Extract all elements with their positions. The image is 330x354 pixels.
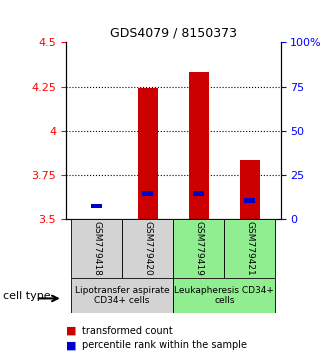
Text: Lipotransfer aspirate
CD34+ cells: Lipotransfer aspirate CD34+ cells [75, 286, 170, 305]
Bar [188, 72, 209, 219]
Bar [173, 219, 224, 278]
Bar [71, 278, 173, 313]
Text: Leukapheresis CD34+
cells: Leukapheresis CD34+ cells [174, 286, 274, 305]
Bar [71, 219, 122, 278]
Text: GSM779418: GSM779418 [92, 221, 101, 276]
Bar [173, 278, 276, 313]
Text: GSM779420: GSM779420 [143, 221, 152, 276]
Title: GDS4079 / 8150373: GDS4079 / 8150373 [110, 27, 237, 40]
Bar [193, 191, 204, 196]
Bar [138, 88, 158, 219]
Bar [244, 198, 255, 202]
Text: transformed count: transformed count [82, 326, 173, 336]
Text: percentile rank within the sample: percentile rank within the sample [82, 340, 248, 350]
Bar [224, 219, 276, 278]
Bar [122, 219, 173, 278]
Bar [142, 191, 153, 196]
Text: ■: ■ [66, 340, 77, 350]
Text: GSM779419: GSM779419 [194, 221, 203, 276]
Text: ■: ■ [66, 326, 77, 336]
Text: cell type: cell type [3, 291, 51, 301]
Bar [91, 204, 102, 208]
Text: GSM779421: GSM779421 [246, 221, 254, 276]
Bar [240, 160, 260, 219]
